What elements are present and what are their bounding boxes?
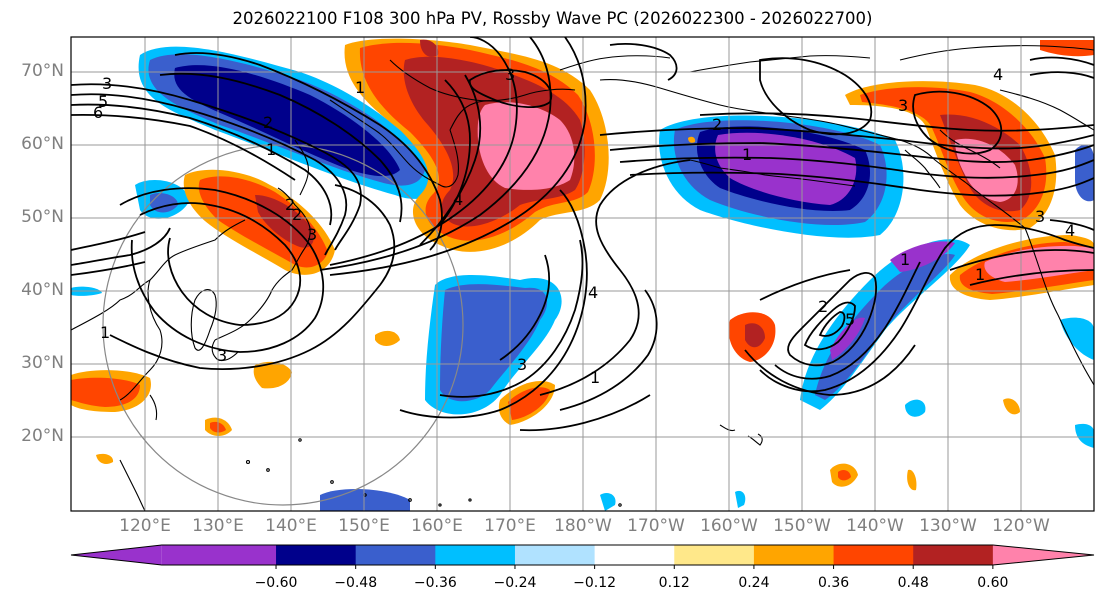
lon-label: 130°W [919,516,977,536]
contour-label: 1 [266,140,276,159]
pv-anomaly-red [984,245,1094,282]
pv-anomaly-red [688,136,696,143]
lon-label: 140°E [265,516,317,536]
pv-anomaly-blue [830,317,865,360]
contour-label: 1 [900,250,910,269]
pv-anomaly-red [907,469,917,491]
contour-label: 5 [98,92,108,111]
colorbar-tick-label: −0.60 [254,575,298,591]
pv-anomaly-red [955,138,1018,202]
pv-anomaly-blue [1060,317,1094,360]
pv-anomaly-blue [1075,144,1094,202]
lat-label: 50°N [21,207,64,227]
contour-label: 3 [307,225,317,244]
pv-anomaly-red [508,387,550,420]
lon-label: 160°W [700,516,758,536]
map-title: 2026022100 F108 300 hPa PV, Rossby Wave … [232,9,873,28]
contour-label: 4 [1065,221,1075,240]
pv-anomaly-blue [1075,423,1094,448]
contour-labels: 3 5 6 1 2 3 1 4 2 3 1 1 4 3 5 2 4 3 2 1 … [93,65,1075,387]
contour-label: 3 [102,74,112,93]
contour-label: 1 [975,265,985,284]
contour-label: 4 [453,190,463,209]
colorbar-tick-label: −0.24 [493,575,537,591]
lon-label: 160°E [411,516,463,536]
lat-label: 20°N [21,426,64,446]
contour-label: 1 [742,145,752,164]
pv-anomaly-red [71,377,140,407]
lon-label: 130°E [192,516,244,536]
pv-anomaly-blue [600,493,616,511]
lon-label: 180°W [554,516,612,536]
contour-label: 6 [93,103,103,122]
contour-label: 2 [292,205,302,224]
pv-anomaly-blue [890,241,955,272]
colorbar-tick-label: 0.48 [897,575,929,591]
lat-label: 40°N [21,280,64,300]
graticule [71,37,1094,511]
pv-anomaly-red [1040,40,1094,57]
pv-anomaly-red [96,453,114,464]
colorbar-tick-label: 0.60 [977,575,1009,591]
lat-label: 30°N [21,353,64,373]
lon-label: 120°W [992,516,1050,536]
contour-label: 4 [588,283,598,302]
contour-label: 1 [100,323,110,342]
lon-label: 150°W [773,516,831,536]
contour-label: 1 [590,368,600,387]
colorbar-tick-label: −0.48 [334,575,378,591]
contour-label: 3 [1035,207,1045,226]
map-frame [70,36,1095,512]
lon-label: 170°W [627,516,685,536]
pv-anomaly-red [477,102,575,190]
contour-label: 5 [845,310,855,329]
lon-label: 140°W [846,516,904,536]
coastlines [71,45,1094,511]
colorbar-tick-label: −0.36 [413,575,457,591]
lat-label: 70°N [21,61,64,81]
contour-label: 2 [285,195,295,214]
colorbar-tick-label: 0.36 [817,575,850,591]
pv-anomaly-red [253,361,292,389]
colorbar-tick-label: 0.12 [658,575,690,591]
contour-label: 3 [898,96,908,115]
pv-anomaly-blue [715,132,857,205]
colorbar-tick-label: −0.12 [573,575,617,591]
lon-label: 170°E [484,516,536,536]
lat-label: 60°N [21,134,64,154]
pv-anomaly-blue [905,399,926,417]
pv-anomaly-red [375,330,400,346]
lon-label: 120°E [119,516,171,536]
pv-anomaly-red [745,323,765,348]
contour-label: 2 [818,297,828,316]
pv-anomaly-red [420,39,439,57]
contour-label: 1 [355,78,365,97]
pv-anomaly-blue [174,65,400,177]
contour-label: 3 [517,355,527,374]
pv-anomaly-red [1003,398,1020,415]
colorbar-tick-label: 0.24 [738,575,770,591]
contour-label: 4 [993,65,1003,84]
pv-anomaly-red [255,195,314,248]
pv-anomaly-red [838,469,851,481]
contour-label: 3 [505,65,515,84]
contour-label: 3 [217,346,227,365]
pv-anomaly-blue [735,490,746,508]
contour-label: 2 [712,115,722,134]
lon-label: 150°E [338,516,390,536]
pv-anomaly-blue [440,284,548,402]
contours [71,37,1094,432]
contour-label: 2 [263,113,273,132]
